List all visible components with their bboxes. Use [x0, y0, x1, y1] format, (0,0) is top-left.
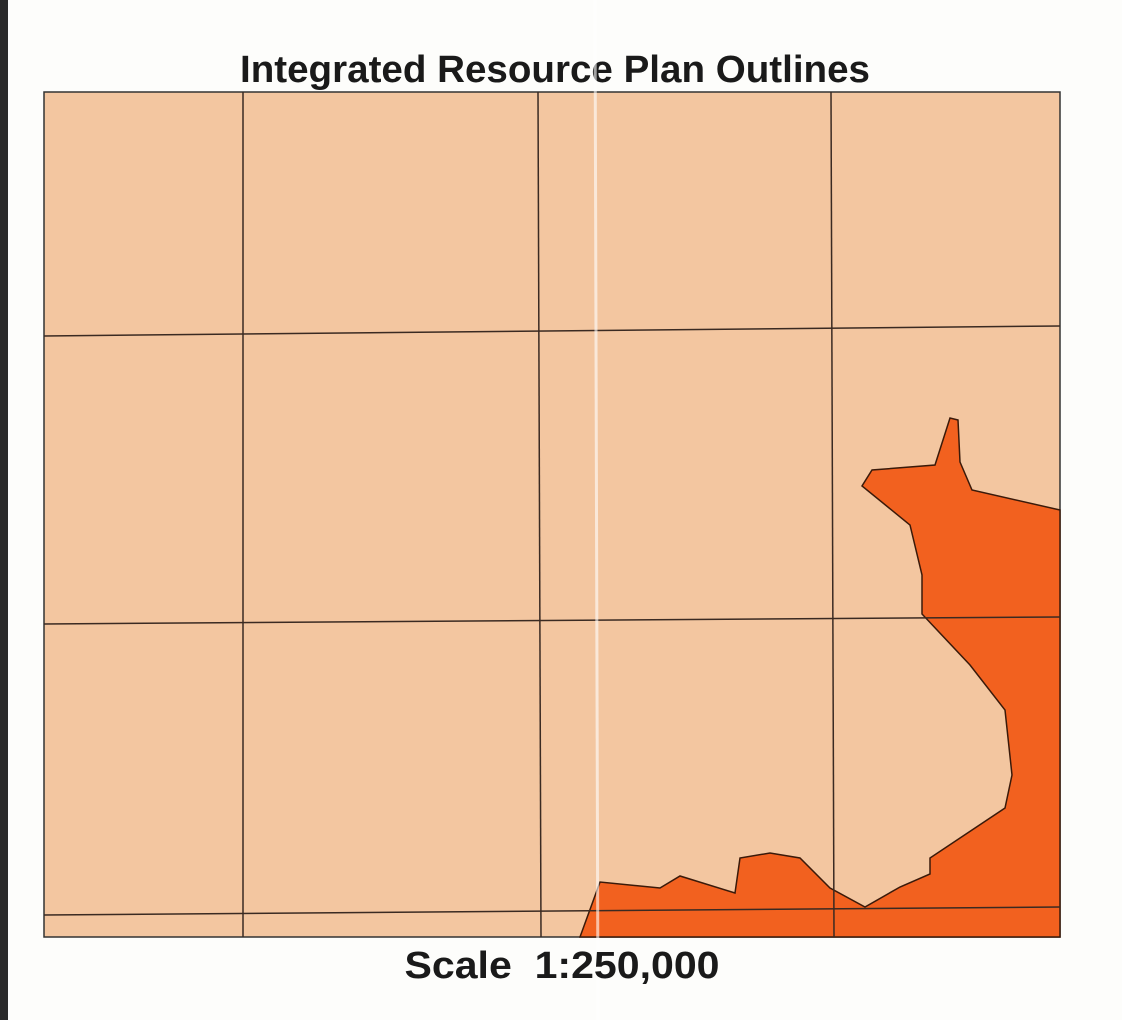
grid: [43, 91, 1061, 938]
grid-line: [537, 91, 542, 938]
plan-area: [578, 417, 1061, 938]
map-title: Integrated Resource Plan Outlines: [240, 49, 870, 91]
grid-line: [830, 91, 835, 938]
grid-line: [43, 325, 1061, 337]
grid-line: [43, 616, 1061, 625]
scale-label: Scale 1:250,000: [405, 945, 720, 987]
grid-line: [43, 906, 1061, 916]
left-edge: [0, 0, 8, 1020]
map-area: [43, 91, 1061, 938]
fold-line: [593, 0, 600, 1020]
